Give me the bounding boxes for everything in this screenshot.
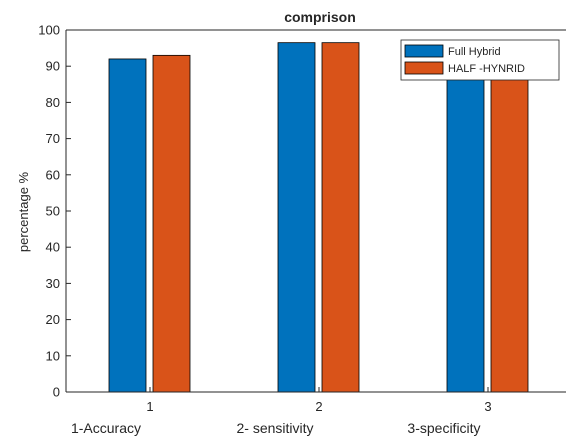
y-tick-label: 60 (46, 167, 60, 182)
y-tick-label: 90 (46, 59, 60, 74)
bar-series2-cat3 (490, 51, 529, 393)
category-note: 3-specificity (407, 420, 480, 436)
legend-label: Full Hybrid (448, 46, 501, 58)
legend-label: HALF -HYNRID (448, 63, 525, 75)
legend-swatch (404, 44, 444, 58)
legend: Full Hybrid HALF -HYNRID (400, 39, 560, 81)
bar-series1-cat1 (108, 58, 147, 393)
category-notes: 1-Accuracy 2- sensitivity 3-specificity (71, 420, 481, 436)
x-tick-label: 1 (146, 399, 153, 414)
bars-group (108, 42, 529, 393)
bar-series2-cat2 (321, 42, 360, 393)
ticks-group: 0 10 20 30 40 50 60 70 80 90 100 1 2 3 (38, 23, 491, 415)
y-tick-label: 40 (46, 240, 60, 255)
y-tick-label: 10 (46, 348, 60, 363)
x-tick-label: 3 (484, 399, 491, 414)
y-tick-label: 30 (46, 276, 60, 291)
x-tick-label: 2 (315, 399, 322, 414)
y-tick-label: 0 (53, 385, 60, 400)
legend-swatch (404, 61, 444, 75)
y-axis-label: percentage % (16, 171, 31, 252)
bar-series1-cat2 (277, 42, 316, 393)
y-tick-label: 20 (46, 312, 60, 327)
chart-title: comprison (284, 9, 356, 25)
y-tick-label: 70 (46, 131, 60, 146)
category-note: 1-Accuracy (71, 420, 141, 436)
category-note: 2- sensitivity (236, 420, 313, 436)
y-tick-label: 100 (38, 23, 60, 38)
y-tick-label: 80 (46, 95, 60, 110)
y-tick-label: 50 (46, 204, 60, 219)
bar-series1-cat3 (446, 51, 485, 393)
bar-series2-cat1 (152, 54, 191, 393)
